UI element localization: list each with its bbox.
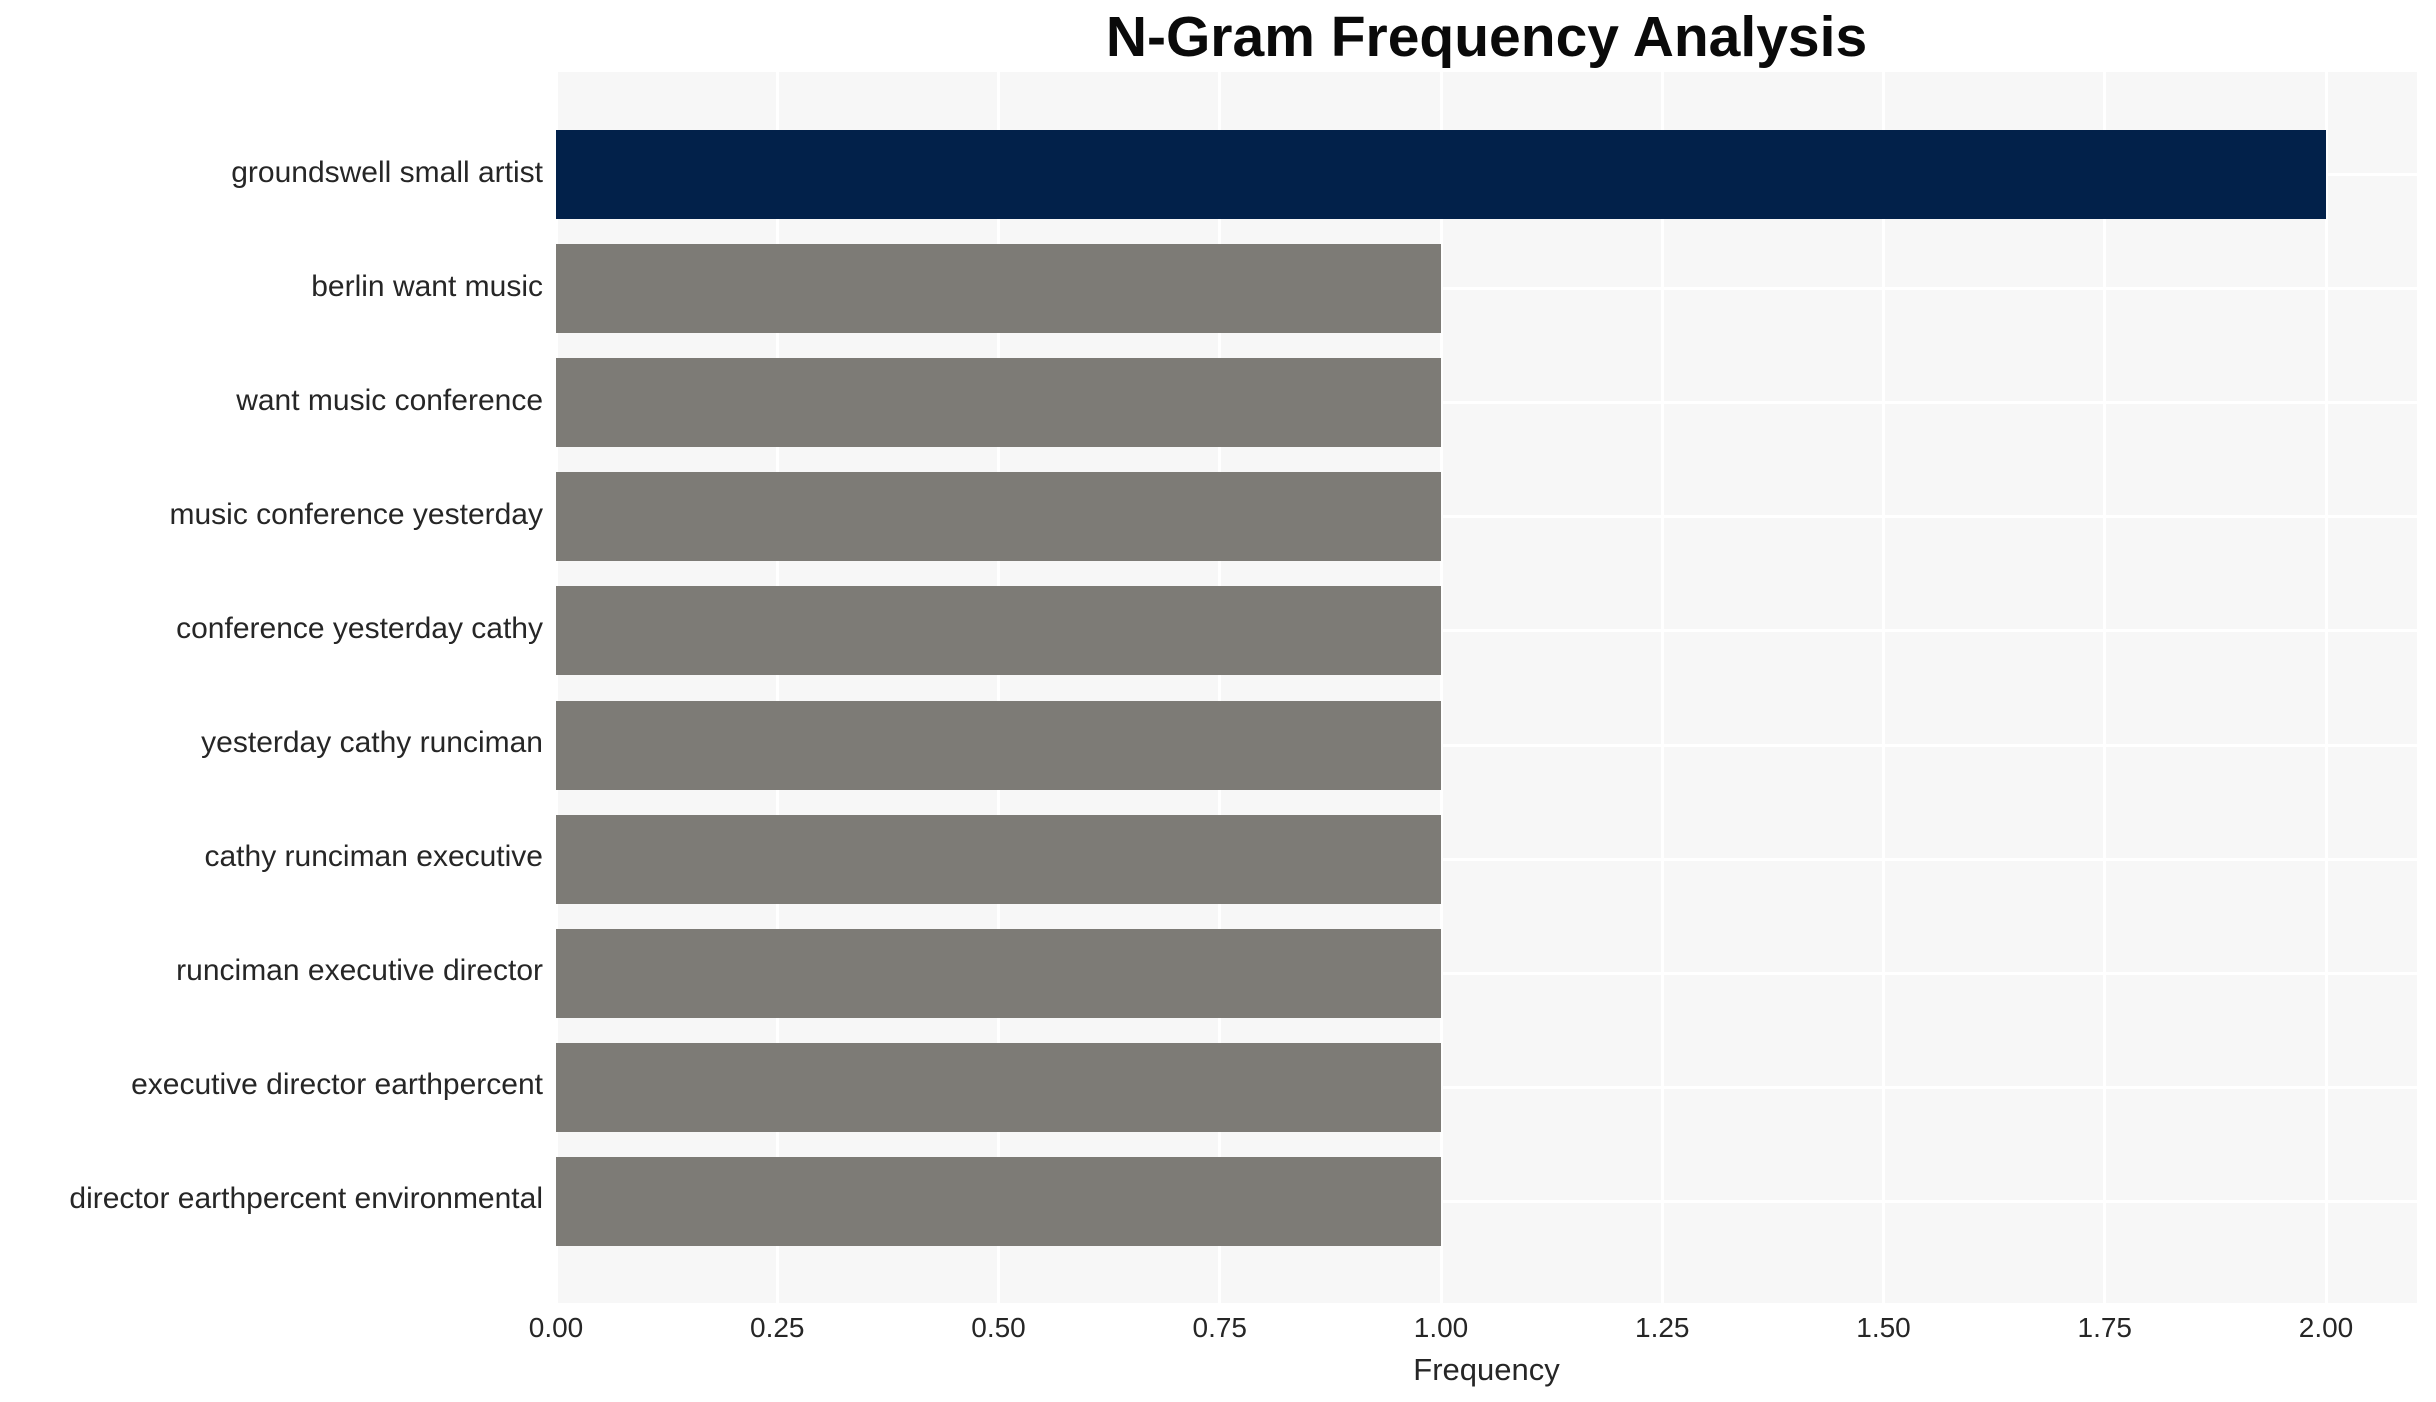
frequency-bar [556,1156,1441,1246]
y-tick-label: music conference yesterday [169,497,543,531]
gridline-horizontal [556,287,2417,291]
frequency-bar [556,130,2326,219]
x-tick-label: 1.25 [1635,1312,1690,1343]
y-tick-label: berlin want music [311,269,543,303]
gridline-horizontal [556,401,2417,405]
y-tick-label: groundswell small artist [231,155,543,189]
x-axis-title: Frequency [1413,1352,1560,1387]
y-tick-label: yesterday cathy runciman [201,726,543,759]
gridline-vertical [1439,72,1443,1303]
gridline-vertical [1218,72,1222,1303]
gridline-vertical [997,72,1000,1303]
frequency-bar [556,472,1441,562]
plot-area [554,72,2417,1303]
gridline-horizontal [556,1085,2417,1089]
gridline-vertical [1882,72,1885,1303]
x-tick-label: 1.50 [1856,1312,1911,1343]
frequency-bar [556,814,1441,904]
chart-title: N-Gram Frequency Analysis [1105,5,1868,69]
gridline-horizontal [556,629,2417,633]
gridline-vertical [554,72,558,1303]
gridline-vertical [775,72,779,1303]
y-tick-label: conference yesterday cathy [176,611,543,645]
y-tick-label: want music conference [236,383,543,417]
frequency-bar [556,244,1441,334]
gridline-vertical [2103,72,2107,1303]
frequency-bar [556,1042,1441,1132]
gridline-horizontal [556,857,2417,861]
x-tick-label: 1.00 [1413,1312,1469,1343]
x-tick-label: 0.25 [750,1312,805,1343]
gridline-horizontal [556,1199,2417,1203]
y-tick-label: executive director earthpercent [131,1068,543,1102]
frequency-bar [556,586,1441,676]
frequency-bar [556,700,1441,790]
y-tick-label: cathy runciman executive [204,840,544,874]
x-tick-label: 1.75 [2077,1312,2133,1343]
x-tick-label: 2.00 [2298,1312,2354,1343]
gridline-vertical [2324,72,2328,1303]
gridline-vertical [1660,72,1664,1303]
y-tick-label: director earthpercent environmental [69,1182,543,1216]
gridline-horizontal [556,515,2417,519]
x-tick-label: 0.50 [971,1312,1026,1343]
gridline-horizontal [556,743,2417,747]
frequency-bar [556,928,1441,1018]
gridline-horizontal [556,971,2417,975]
y-tick-label: runciman executive director [176,954,543,988]
frequency-bar [556,358,1441,448]
x-tick-label: 0.00 [528,1312,584,1343]
x-tick-label: 0.75 [1192,1312,1248,1343]
